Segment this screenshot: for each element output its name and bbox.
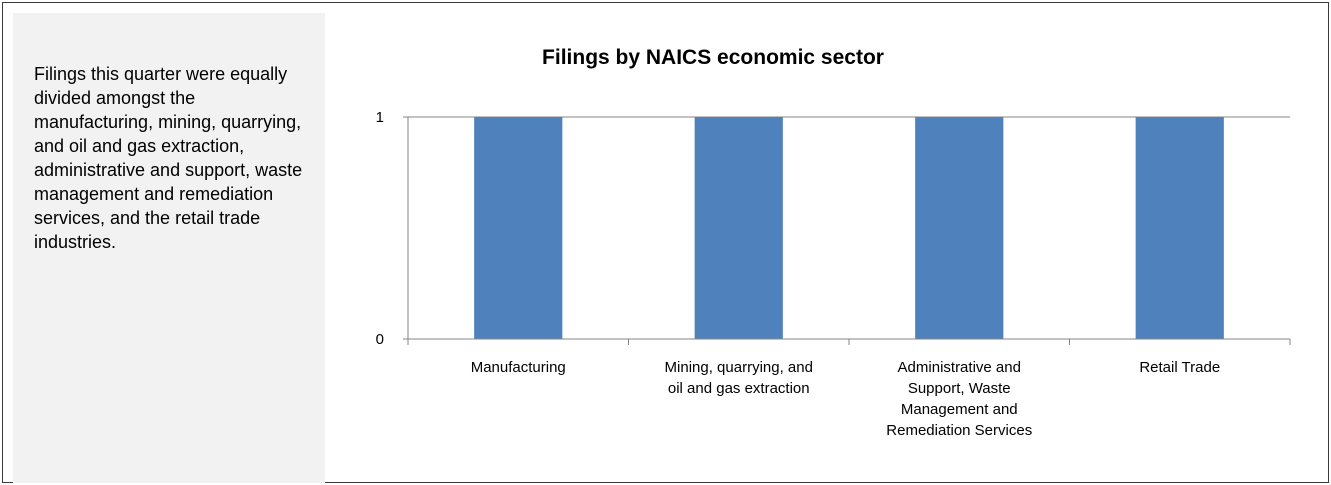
y-tick-label: 0 — [376, 331, 384, 348]
axes — [403, 116, 1291, 345]
bar — [694, 117, 783, 339]
bar — [1135, 117, 1224, 339]
x-category-label: Manufacturing — [471, 359, 566, 376]
x-category-label: Administrative and Support, Waste Manageme… — [886, 359, 1032, 439]
x-category-label: Mining, quarrying, and oil and gas extrac… — [665, 359, 813, 397]
bar — [915, 117, 1004, 339]
labels: 0 1 Manufacturing Mining, quarrying, and oil… — [376, 109, 1221, 439]
y-tick-label: 1 — [376, 109, 384, 126]
x-category-label: Retail Trade — [1139, 359, 1220, 376]
bars — [474, 117, 1224, 339]
chart-title: Filings by NAICS economic sector — [542, 46, 884, 69]
summary-panel: Filings this quarter were equally divide… — [13, 13, 325, 483]
bar — [474, 117, 563, 339]
summary-text: Filings this quarter were equally divide… — [34, 64, 303, 252]
